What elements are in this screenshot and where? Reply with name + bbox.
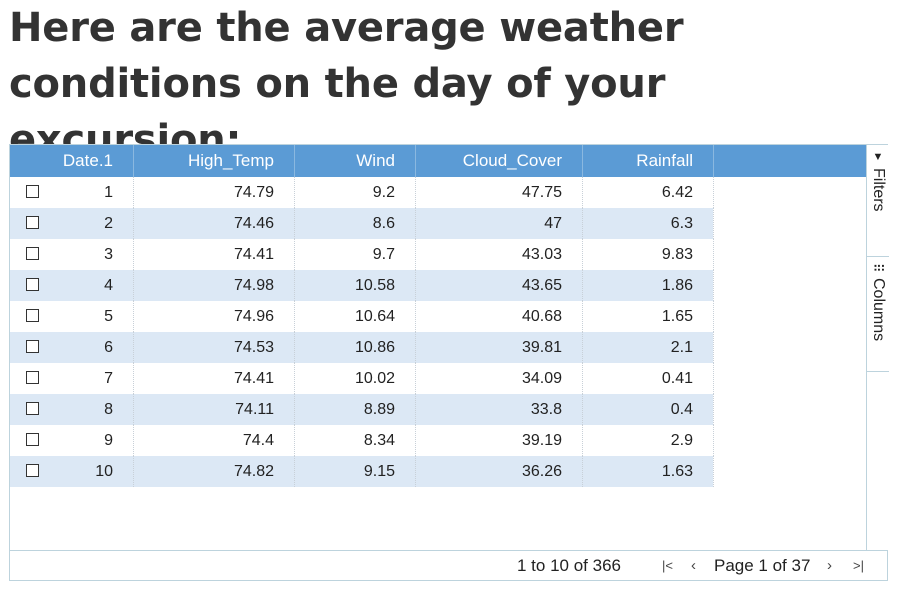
cell-high-temp: 74.96 xyxy=(134,301,295,332)
table-row[interactable]: 8 74.11 8.89 33.8 0.4 xyxy=(10,394,714,425)
table-row[interactable]: 2 74.46 8.6 47 6.3 xyxy=(10,208,714,239)
cell-high-temp: 74.11 xyxy=(134,394,295,425)
cell-rainfall: 0.4 xyxy=(583,394,714,425)
table-row[interactable]: 10 74.82 9.15 36.26 1.63 xyxy=(10,456,714,487)
last-page-icon[interactable]: >| xyxy=(853,558,864,573)
cell-high-temp: 74.46 xyxy=(134,208,295,239)
cell-wind: 10.58 xyxy=(295,270,416,301)
row-checkbox[interactable] xyxy=(26,433,39,446)
cell-cloud-cover: 39.19 xyxy=(416,425,583,456)
cell-rainfall: 2.1 xyxy=(583,332,714,363)
row-checkbox[interactable] xyxy=(26,340,39,353)
filters-tab-label: Filters xyxy=(870,168,887,212)
row-checkbox[interactable] xyxy=(26,402,39,415)
cell-high-temp: 74.41 xyxy=(134,363,295,394)
table-row[interactable]: 5 74.96 10.64 40.68 1.65 xyxy=(10,301,714,332)
table-row[interactable]: 3 74.41 9.7 43.03 9.83 xyxy=(10,239,714,270)
page-indicator: Page 1 of 37 xyxy=(714,556,811,575)
cell-rainfall: 2.9 xyxy=(583,425,714,456)
cell-date: 2 xyxy=(54,208,134,239)
previous-page-icon[interactable]: ‹ xyxy=(691,557,696,574)
row-checkbox[interactable] xyxy=(26,216,39,229)
row-checkbox[interactable] xyxy=(26,185,39,198)
cell-wind: 8.6 xyxy=(295,208,416,239)
cell-wind: 9.7 xyxy=(295,239,416,270)
column-header-rainfall[interactable]: Rainfall xyxy=(583,145,714,177)
filters-tab[interactable]: ▼ Filters xyxy=(867,145,889,257)
data-grid: Date.1 High_Temp Wind Cloud_Cover Rainfa… xyxy=(9,144,889,581)
cell-date: 5 xyxy=(54,301,134,332)
cell-rainfall: 1.86 xyxy=(583,270,714,301)
cell-date: 6 xyxy=(54,332,134,363)
cell-date: 10 xyxy=(54,456,134,487)
cell-cloud-cover: 47.75 xyxy=(416,177,583,208)
row-checkbox[interactable] xyxy=(26,464,39,477)
columns-tab-label: Columns xyxy=(870,277,887,341)
cell-date: 7 xyxy=(54,363,134,394)
table-row[interactable]: 6 74.53 10.86 39.81 2.1 xyxy=(10,332,714,363)
row-checkbox[interactable] xyxy=(26,309,39,322)
column-header-date[interactable]: Date.1 xyxy=(54,145,134,177)
cell-date: 3 xyxy=(54,239,134,270)
table-row[interactable]: 7 74.41 10.02 34.09 0.41 xyxy=(10,363,714,394)
cell-high-temp: 74.4 xyxy=(134,425,295,456)
cell-cloud-cover: 33.8 xyxy=(416,394,583,425)
cell-high-temp: 74.41 xyxy=(134,239,295,270)
cell-high-temp: 74.98 xyxy=(134,270,295,301)
cell-high-temp: 74.82 xyxy=(134,456,295,487)
table-row[interactable]: 4 74.98 10.58 43.65 1.86 xyxy=(10,270,714,301)
cell-wind: 9.15 xyxy=(295,456,416,487)
grid-header: Date.1 High_Temp Wind Cloud_Cover Rainfa… xyxy=(10,145,866,177)
row-checkbox[interactable] xyxy=(26,278,39,291)
pagination-bar: 1 to 10 of 366 |< ‹ Page 1 of 37 › >| xyxy=(10,550,887,581)
column-header-high-temp[interactable]: High_Temp xyxy=(134,145,295,177)
column-header-wind[interactable]: Wind xyxy=(295,145,416,177)
cell-date: 4 xyxy=(54,270,134,301)
cell-rainfall: 1.63 xyxy=(583,456,714,487)
first-page-icon[interactable]: |< xyxy=(662,558,673,573)
filter-icon: ▼ xyxy=(872,151,884,163)
cell-rainfall: 6.3 xyxy=(583,208,714,239)
cell-wind: 10.02 xyxy=(295,363,416,394)
table-row[interactable]: 9 74.4 8.34 39.19 2.9 xyxy=(10,425,714,456)
cell-high-temp: 74.79 xyxy=(134,177,295,208)
cell-cloud-cover: 39.81 xyxy=(416,332,583,363)
row-checkbox[interactable] xyxy=(26,247,39,260)
cell-high-temp: 74.53 xyxy=(134,332,295,363)
cell-date: 9 xyxy=(54,425,134,456)
cell-wind: 8.34 xyxy=(295,425,416,456)
cell-wind: 10.64 xyxy=(295,301,416,332)
cell-rainfall: 6.42 xyxy=(583,177,714,208)
cell-rainfall: 0.41 xyxy=(583,363,714,394)
column-header-cloud-cover[interactable]: Cloud_Cover xyxy=(416,145,583,177)
cell-rainfall: 9.83 xyxy=(583,239,714,270)
cell-cloud-cover: 36.26 xyxy=(416,456,583,487)
next-page-icon[interactable]: › xyxy=(827,557,832,574)
cell-cloud-cover: 47 xyxy=(416,208,583,239)
cell-date: 1 xyxy=(54,177,134,208)
cell-date: 8 xyxy=(54,394,134,425)
columns-icon: ⠿ xyxy=(870,263,886,273)
cell-wind: 9.2 xyxy=(295,177,416,208)
cell-wind: 10.86 xyxy=(295,332,416,363)
row-range-summary: 1 to 10 of 366 xyxy=(517,556,621,575)
cell-cloud-cover: 43.03 xyxy=(416,239,583,270)
cell-rainfall: 1.65 xyxy=(583,301,714,332)
row-checkbox[interactable] xyxy=(26,371,39,384)
tool-panel-sidebar: ▼ Filters ⠿ Columns xyxy=(866,145,889,550)
table-row[interactable]: 1 74.79 9.2 47.75 6.42 xyxy=(10,177,714,208)
page-title: Here are the average weather conditions … xyxy=(9,5,684,163)
columns-tab[interactable]: ⠿ Columns xyxy=(867,257,889,372)
cell-wind: 8.89 xyxy=(295,394,416,425)
cell-cloud-cover: 40.68 xyxy=(416,301,583,332)
cell-cloud-cover: 34.09 xyxy=(416,363,583,394)
cell-cloud-cover: 43.65 xyxy=(416,270,583,301)
